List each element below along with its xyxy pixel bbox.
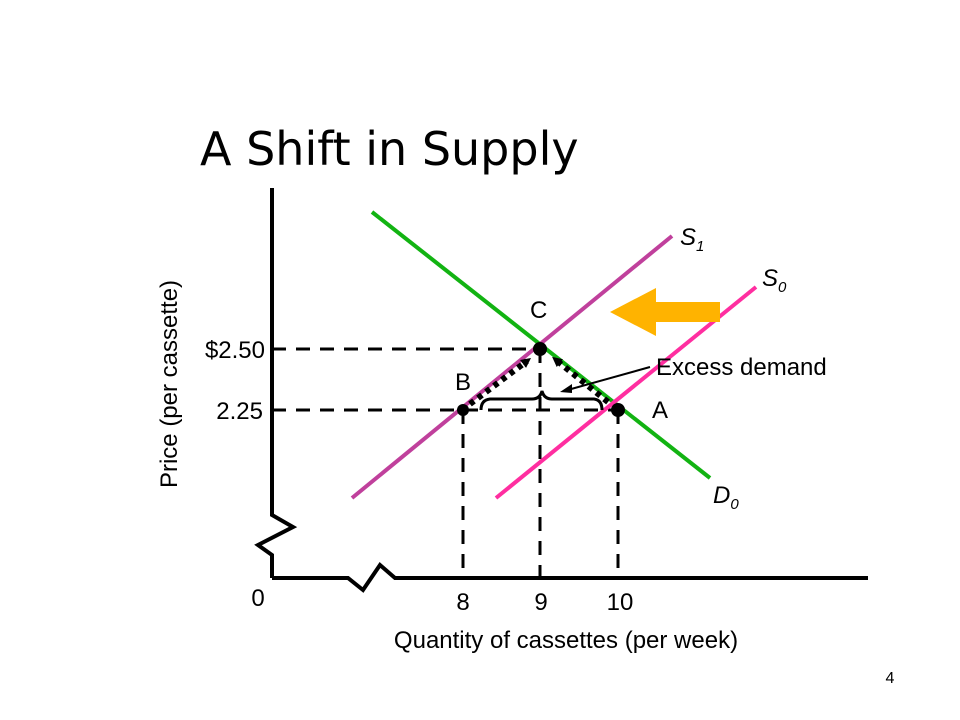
page-number: 4 (886, 670, 895, 687)
quantity-tick-10: 10 (607, 589, 634, 616)
point-b-label: B (455, 369, 471, 396)
s0-label: S0 (762, 265, 787, 296)
excess-demand-pointer (563, 366, 651, 392)
price-tick-250: $2.50 (205, 337, 265, 364)
quantity-tick-9: 9 (534, 589, 547, 616)
excess-demand-pointer-head (560, 384, 572, 393)
y-axis-label: Price (per cassette) (156, 280, 183, 488)
supply-curve-s1 (350, 234, 674, 500)
origin-label: 0 (251, 585, 264, 612)
point-a (611, 403, 625, 417)
x-axis (272, 562, 868, 593)
point-c-label: C (530, 297, 547, 324)
point-a-label: A (652, 397, 668, 424)
point-c (533, 342, 547, 356)
excess-demand-brace (479, 390, 604, 411)
point-b (457, 404, 469, 416)
movement-arrow-a-to-c (552, 356, 610, 405)
movement-arrow-b-to-c (468, 357, 531, 407)
slide-title: A Shift in Supply (200, 122, 579, 176)
price-tick-225: 2.25 (216, 398, 263, 425)
d0-label: D0 (713, 482, 739, 513)
x-axis-label: Quantity of cassettes (per week) (394, 627, 738, 654)
y-axis (254, 188, 298, 578)
quantity-tick-8: 8 (456, 589, 469, 616)
supply-curve-s0 (494, 285, 758, 500)
leftward-shift-arrow (610, 288, 720, 336)
excess-demand-label: Excess demand (656, 354, 827, 381)
s1-label: S1 (680, 224, 704, 255)
